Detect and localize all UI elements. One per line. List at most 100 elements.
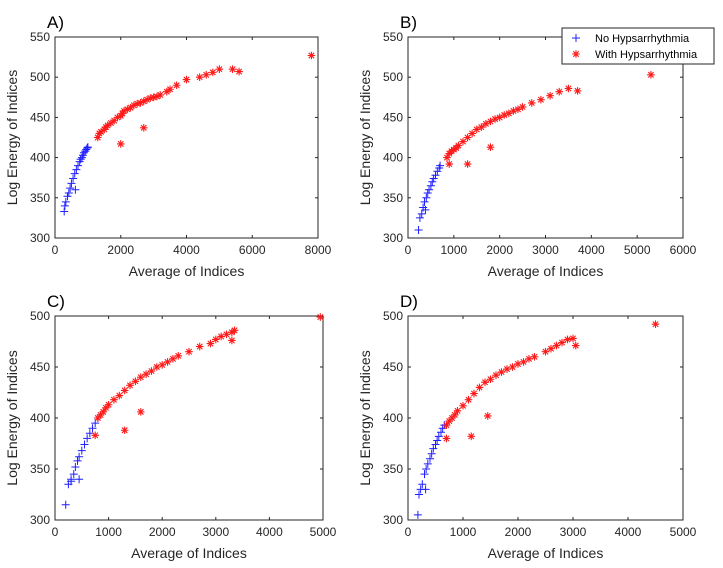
asterisk-marker: [131, 377, 140, 386]
asterisk-marker: [514, 360, 522, 368]
asterisk-marker: [139, 124, 148, 132]
y-tick-label: 400: [30, 151, 50, 165]
plus-marker: [61, 500, 70, 509]
plus-marker: [63, 192, 72, 201]
asterisk-marker: [153, 92, 161, 101]
asterisk-marker: [166, 85, 174, 94]
asterisk-marker: [206, 339, 215, 348]
asterisk-marker: [647, 70, 655, 79]
asterisk-marker: [571, 341, 580, 350]
plus-marker: [420, 470, 429, 479]
plus-marker: [425, 185, 434, 194]
panel-label: D): [400, 292, 418, 311]
y-tick-label: 550: [383, 30, 403, 44]
legend-label: No Hypsarrhythmia: [595, 33, 690, 45]
asterisk-marker: [477, 123, 486, 131]
asterisk-marker: [136, 99, 145, 107]
asterisk-marker: [126, 381, 134, 390]
x-axis-label: Average of Indices: [488, 263, 604, 279]
chart-panel-2: 0 1000 2000 3000 4000 5000 6000 300 350 400 450 500…: [357, 13, 697, 279]
y-tick-label: 450: [30, 360, 50, 374]
series-no-hypsarrhythmia: [414, 161, 445, 234]
x-tick-label: 4000: [578, 243, 605, 257]
asterisk-marker: [215, 65, 224, 73]
asterisk-marker: [136, 408, 145, 416]
asterisk-marker: [230, 326, 239, 335]
asterisk-marker: [195, 342, 204, 351]
plus-marker: [414, 225, 423, 234]
plus-marker: [64, 188, 73, 197]
x-tick-label: 2000: [107, 243, 134, 257]
asterisk-marker: [228, 65, 237, 73]
plus-marker: [436, 161, 445, 170]
asterisk-marker: [235, 67, 243, 76]
asterisk-marker: [547, 344, 555, 353]
asterisk-marker: [445, 417, 454, 425]
asterisk-marker: [651, 320, 660, 328]
x-tick-label: 1000: [95, 525, 122, 539]
plus-marker: [423, 459, 432, 468]
plus-marker: [72, 165, 81, 174]
plot-area-frame: [407, 36, 684, 239]
plus-marker: [433, 436, 442, 445]
y-tick-label: 300: [30, 231, 50, 245]
x-tick-label: 0: [52, 243, 59, 257]
asterisk-marker: [495, 113, 504, 122]
asterisk-marker: [527, 99, 536, 107]
asterisk-marker: [563, 335, 572, 344]
plus-marker: [75, 475, 84, 484]
plus-marker: [61, 197, 70, 206]
asterisk-marker: [546, 91, 554, 100]
asterisk-marker: [491, 115, 499, 123]
panel-label: A): [47, 13, 64, 32]
series-no-hypsarrhythmia: [61, 414, 102, 509]
asterisk-marker: [482, 120, 490, 128]
x-tick-label: 0: [405, 525, 412, 539]
asterisk-marker: [142, 370, 150, 378]
x-tick-label: 1000: [450, 525, 477, 539]
asterisk-marker: [212, 335, 220, 344]
plus-marker: [418, 480, 427, 489]
panel-label: C): [47, 292, 65, 311]
asterisk-marker: [174, 351, 183, 360]
asterisk-marker: [459, 401, 467, 410]
y-axis-label: Log Energy of Indices: [357, 350, 373, 485]
asterisk-marker: [459, 137, 467, 146]
plus-marker: [76, 155, 85, 164]
legend-label: With Hypsarrhythmia: [595, 49, 698, 61]
y-tick-label: 300: [30, 513, 50, 527]
asterisk-marker: [472, 125, 481, 134]
plus-marker: [434, 432, 443, 441]
asterisk-marker: [453, 407, 462, 415]
x-tick-label: 4000: [256, 525, 283, 539]
asterisk-marker: [569, 334, 577, 343]
panel-label: B): [400, 13, 417, 32]
y-tick-label: 400: [30, 411, 50, 425]
x-axis-label: Average of Indices: [131, 545, 247, 561]
plus-marker: [428, 177, 437, 186]
asterisk-marker: [126, 103, 135, 112]
plus-marker: [421, 485, 430, 494]
plus-marker: [422, 193, 431, 202]
plus-marker: [83, 434, 92, 443]
plus-marker: [426, 181, 435, 190]
chart-panel-4: 0 1000 2000 3000 4000 5000 300 350 400 450 500 Aver…: [357, 292, 697, 561]
asterisk-marker: [486, 143, 495, 151]
asterisk-marker: [573, 87, 582, 95]
plus-marker: [420, 197, 429, 206]
x-tick-label: 8000: [305, 243, 332, 257]
plus-marker: [433, 167, 442, 176]
asterisk-marker: [182, 75, 191, 84]
asterisk-marker: [518, 103, 527, 111]
series-no-hypsarrhythmia: [60, 143, 92, 216]
asterisk-marker: [96, 411, 105, 419]
asterisk-marker: [483, 412, 492, 420]
asterisk-marker: [149, 93, 158, 102]
plus-marker: [427, 449, 436, 458]
asterisk-marker: [172, 81, 181, 90]
asterisk-marker: [564, 84, 573, 93]
asterisk-marker: [169, 355, 177, 363]
asterisk-marker: [102, 404, 110, 412]
asterisk-marker: [537, 95, 545, 104]
